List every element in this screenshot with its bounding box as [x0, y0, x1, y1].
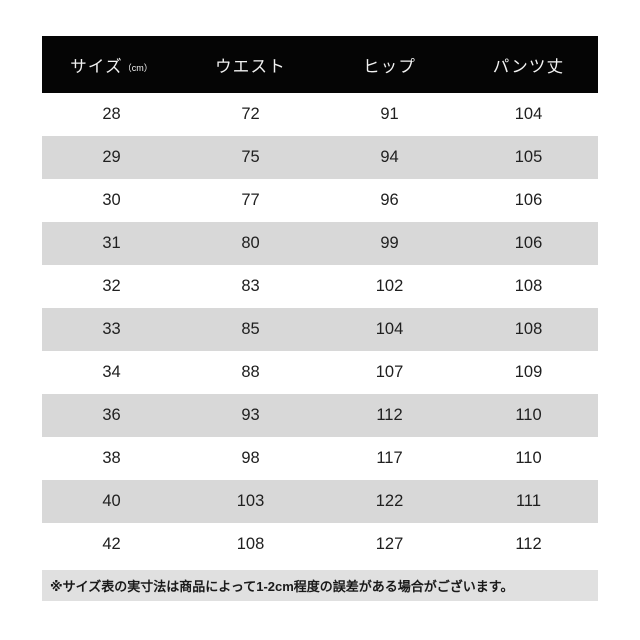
- column-header-waist: ウエスト: [181, 36, 320, 93]
- cell-size: 38: [42, 437, 181, 480]
- cell-pants-length: 109: [459, 351, 598, 394]
- cell-waist: 83: [181, 265, 320, 308]
- column-header-hip: ヒップ: [320, 36, 459, 93]
- cell-hip: 94: [320, 136, 459, 179]
- cell-size: 29: [42, 136, 181, 179]
- size-chart-note-text: ※サイズ表の実寸法は商品によって1-2cm程度の誤差がある場合がございます。: [50, 579, 514, 594]
- column-header-pants-length: パンツ丈: [459, 36, 598, 93]
- cell-pants-length: 108: [459, 265, 598, 308]
- cell-waist: 80: [181, 222, 320, 265]
- cell-size: 30: [42, 179, 181, 222]
- cell-size: 31: [42, 222, 181, 265]
- column-header-size-label: サイズ: [70, 57, 123, 76]
- table-row: 33 85 104 108: [42, 308, 598, 351]
- table-row: 28 72 91 104: [42, 93, 598, 136]
- cell-waist: 103: [181, 480, 320, 523]
- cell-pants-length: 112: [459, 523, 598, 566]
- cell-waist: 93: [181, 394, 320, 437]
- cell-waist: 72: [181, 93, 320, 136]
- cell-waist: 85: [181, 308, 320, 351]
- cell-hip: 117: [320, 437, 459, 480]
- cell-size: 36: [42, 394, 181, 437]
- column-header-waist-label: ウエスト: [215, 57, 286, 76]
- cell-hip: 112: [320, 394, 459, 437]
- cell-hip: 127: [320, 523, 459, 566]
- size-chart-note: ※サイズ表の実寸法は商品によって1-2cm程度の誤差がある場合がございます。: [42, 570, 598, 601]
- cell-pants-length: 111: [459, 480, 598, 523]
- cell-pants-length: 110: [459, 394, 598, 437]
- table-row: 30 77 96 106: [42, 179, 598, 222]
- table-header: サイズ（cm） ウエスト ヒップ パンツ丈: [42, 36, 598, 93]
- column-header-pants-length-label: パンツ丈: [492, 57, 565, 76]
- cell-size: 33: [42, 308, 181, 351]
- cell-size: 32: [42, 265, 181, 308]
- table-header-row: サイズ（cm） ウエスト ヒップ パンツ丈: [42, 36, 598, 93]
- cell-hip: 91: [320, 93, 459, 136]
- table-row: 40 103 122 111: [42, 480, 598, 523]
- table-row: 42 108 127 112: [42, 523, 598, 566]
- column-header-size-unit: （cm）: [122, 62, 153, 73]
- cell-size: 42: [42, 523, 181, 566]
- size-chart-table: サイズ（cm） ウエスト ヒップ パンツ丈 28 72 91 104 29 75…: [42, 36, 598, 566]
- cell-pants-length: 106: [459, 179, 598, 222]
- cell-pants-length: 106: [459, 222, 598, 265]
- cell-hip: 102: [320, 265, 459, 308]
- cell-hip: 96: [320, 179, 459, 222]
- column-header-hip-label: ヒップ: [362, 57, 417, 76]
- table-row: 36 93 112 110: [42, 394, 598, 437]
- cell-pants-length: 105: [459, 136, 598, 179]
- cell-waist: 108: [181, 523, 320, 566]
- column-header-size: サイズ（cm）: [42, 36, 181, 93]
- cell-waist: 75: [181, 136, 320, 179]
- cell-pants-length: 110: [459, 437, 598, 480]
- cell-waist: 88: [181, 351, 320, 394]
- table-body: 28 72 91 104 29 75 94 105 30 77 96 106 3…: [42, 93, 598, 566]
- cell-hip: 107: [320, 351, 459, 394]
- table-row: 31 80 99 106: [42, 222, 598, 265]
- cell-pants-length: 108: [459, 308, 598, 351]
- cell-pants-length: 104: [459, 93, 598, 136]
- table-row: 38 98 117 110: [42, 437, 598, 480]
- cell-hip: 104: [320, 308, 459, 351]
- table-row: 34 88 107 109: [42, 351, 598, 394]
- cell-hip: 122: [320, 480, 459, 523]
- cell-size: 40: [42, 480, 181, 523]
- cell-waist: 98: [181, 437, 320, 480]
- cell-hip: 99: [320, 222, 459, 265]
- cell-size: 34: [42, 351, 181, 394]
- table-row: 29 75 94 105: [42, 136, 598, 179]
- cell-waist: 77: [181, 179, 320, 222]
- cell-size: 28: [42, 93, 181, 136]
- table-row: 32 83 102 108: [42, 265, 598, 308]
